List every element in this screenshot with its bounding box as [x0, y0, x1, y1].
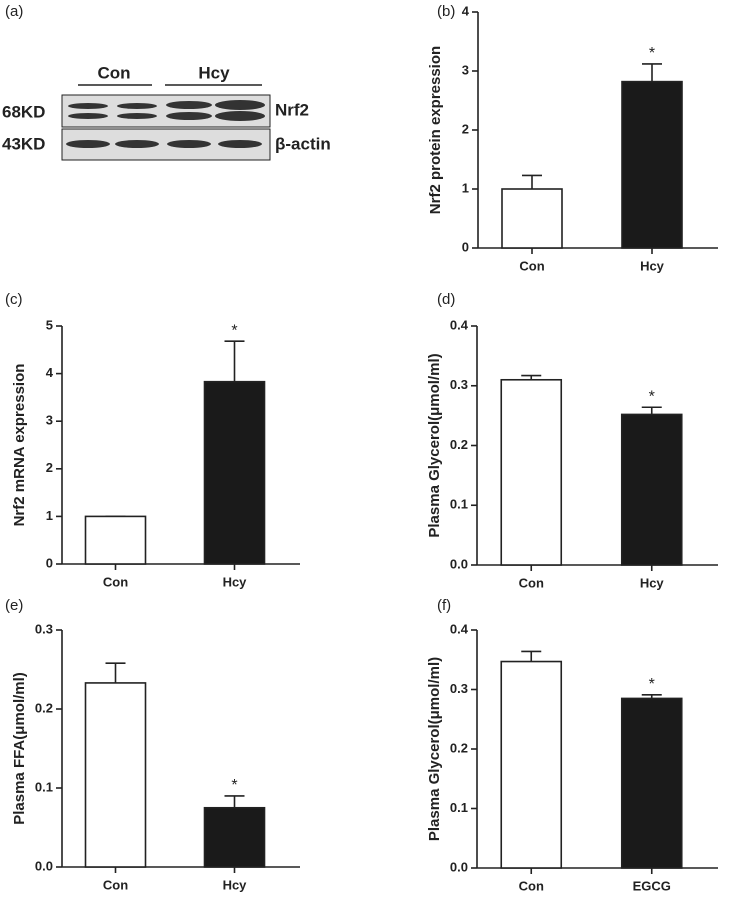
y-tick-label: 0.0: [35, 858, 53, 873]
x-tick-label: Con: [519, 575, 544, 590]
panel-label: (b): [437, 3, 455, 20]
y-tick-label: 0.4: [450, 621, 469, 636]
significance: *: [649, 45, 655, 62]
y-tick-label: 4: [46, 365, 54, 380]
bar: [500, 378, 563, 566]
y-axis-label: Nrf2 protein expression: [427, 46, 444, 214]
y-tick-label: 0.0: [450, 556, 468, 571]
y-axis-label: Plasma Glycerol(μmol/ml): [426, 657, 443, 841]
x-tick-label: Con: [103, 574, 128, 589]
significance: *: [231, 777, 237, 794]
y-tick-label: 3: [462, 62, 469, 77]
y-tick-label: 0.2: [450, 740, 468, 755]
bar: [501, 188, 563, 249]
y-tick-label: 1: [462, 180, 469, 195]
y-tick-label: 0: [46, 555, 53, 570]
significance: *: [649, 388, 655, 405]
size-label: 68KD: [2, 102, 45, 121]
y-tick-label: 0.4: [450, 317, 469, 332]
y-tick-label: 0.2: [450, 437, 468, 452]
y-tick-label: 0.1: [450, 497, 468, 512]
panel-label: (c): [5, 291, 23, 308]
significance: *: [649, 676, 655, 693]
size-label: 43KD: [2, 134, 45, 153]
group-label: Con: [97, 63, 130, 82]
y-tick-label: 2: [46, 460, 53, 475]
significance: *: [231, 322, 237, 339]
x-tick-label: Hcy: [223, 574, 248, 589]
panel-label: (a): [5, 3, 23, 20]
y-tick-label: 0.1: [35, 779, 53, 794]
y-tick-label: 0.1: [450, 800, 468, 815]
x-tick-label: Hcy: [640, 258, 665, 273]
protein-label: β-actin: [275, 134, 331, 153]
x-tick-label: Con: [103, 877, 128, 892]
western-blot: (a) Con Hcy 68KD 43KD Nrf2 β-actin: [2, 3, 331, 161]
y-axis-label: Nrf2 mRNA expression: [11, 364, 28, 527]
y-tick-label: 5: [46, 317, 53, 332]
bar: [500, 660, 563, 869]
y-tick-label: 1: [46, 508, 53, 523]
bar: [620, 413, 683, 566]
y-axis-label: Plasma Glycerol(μmol/ml): [426, 353, 443, 537]
panel-label: (d): [437, 291, 455, 308]
protein-label: Nrf2: [275, 100, 309, 119]
y-tick-label: 0.3: [450, 377, 468, 392]
bar: [84, 515, 147, 565]
x-tick-label: Hcy: [640, 575, 665, 590]
y-tick-label: 0.2: [35, 700, 53, 715]
y-tick-label: 3: [46, 413, 53, 428]
x-tick-label: EGCG: [633, 878, 671, 893]
blot-bands: [66, 100, 265, 148]
y-axis-label: Plasma FFA(μmol/ml): [11, 672, 28, 825]
panel-label: (f): [437, 597, 451, 614]
bar: [203, 806, 266, 868]
bar: [84, 682, 147, 868]
bar: [620, 697, 683, 869]
x-tick-label: Con: [519, 878, 544, 893]
y-tick-label: 0.3: [450, 681, 468, 696]
y-tick-label: 2: [462, 121, 469, 136]
bar: [621, 80, 683, 249]
y-tick-label: 4: [462, 3, 470, 18]
group-label: Hcy: [198, 63, 230, 82]
blot-row: [61, 94, 271, 128]
y-tick-label: 0.3: [35, 621, 53, 636]
x-tick-label: Hcy: [223, 877, 248, 892]
panel-label: (e): [5, 597, 23, 614]
bar: [203, 380, 266, 565]
y-tick-label: 0.0: [450, 859, 468, 874]
x-tick-label: Con: [519, 258, 544, 273]
y-tick-label: 0: [462, 239, 469, 254]
